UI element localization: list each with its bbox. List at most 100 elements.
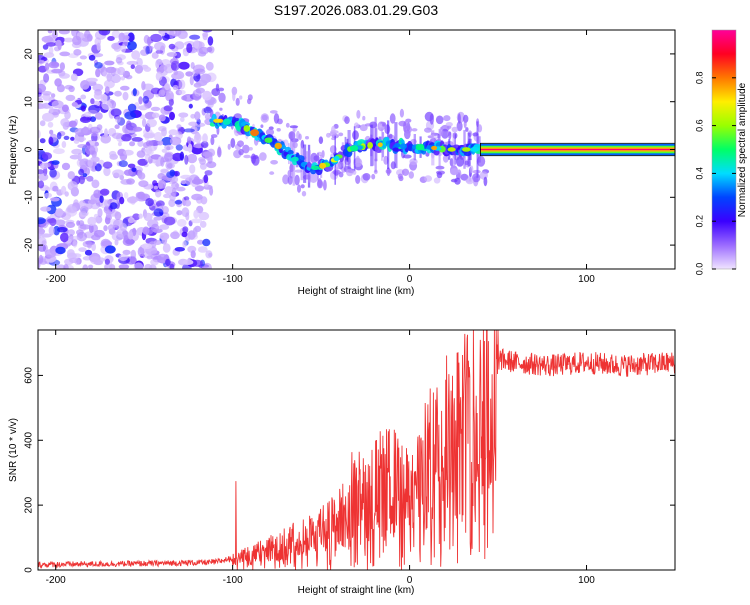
x-tick-label: 0 <box>407 575 413 586</box>
noise-blob <box>127 230 134 240</box>
track-speckle <box>282 174 290 185</box>
track-speckle <box>300 184 305 189</box>
noise-blob <box>169 136 182 146</box>
noise-blob <box>94 141 100 147</box>
noise-blob <box>38 129 41 139</box>
noise-blob <box>144 153 151 163</box>
track-speckle <box>227 143 231 150</box>
track-bright <box>213 118 222 123</box>
colorbar-tick-label: 0.4 <box>694 167 704 180</box>
noise-blob <box>142 118 147 127</box>
snr-series-line <box>38 330 675 570</box>
noise-blob <box>198 211 210 221</box>
noise-blob <box>91 179 100 189</box>
noise-blob <box>131 167 137 172</box>
noise-blob <box>38 97 43 102</box>
track-speckle <box>332 169 341 175</box>
noise-blob <box>120 134 132 142</box>
track-speckle <box>243 154 251 159</box>
track-speckle <box>260 124 264 128</box>
noise-blob <box>182 226 189 234</box>
x-tick-label: -200 <box>46 274 66 285</box>
noise-blob <box>171 181 179 190</box>
noise-blob <box>145 146 153 155</box>
noise-blob <box>193 94 201 101</box>
track-bright <box>462 147 471 152</box>
noise-blob <box>38 244 46 252</box>
x-tick-label: -100 <box>223 274 243 285</box>
noise-blob <box>111 231 124 241</box>
noise-blob <box>77 144 89 149</box>
noise-blob <box>38 217 46 225</box>
noise-blob <box>193 82 202 88</box>
noise-blob <box>200 141 209 149</box>
noise-blob <box>80 94 87 100</box>
noise-blob <box>163 193 171 199</box>
track-speckle <box>210 136 215 146</box>
noise-blob <box>172 187 177 197</box>
noise-blob <box>168 129 178 136</box>
noise-blob <box>39 162 49 169</box>
noise-blob <box>99 195 104 204</box>
track-bright <box>394 143 401 148</box>
noise-blob <box>48 136 54 145</box>
y-tick-label: 0 <box>24 567 35 573</box>
track-speckle <box>398 120 408 127</box>
track-speckle <box>352 130 359 140</box>
noise-blob <box>39 120 46 127</box>
track-speckle <box>210 100 215 104</box>
noise-blob <box>203 174 209 184</box>
track-speckle <box>448 131 452 140</box>
noise-blob <box>68 120 78 128</box>
noise-blob <box>202 30 213 33</box>
track-speckle <box>247 98 252 105</box>
noise-blob <box>80 105 86 112</box>
noise-blob <box>170 231 180 240</box>
noise-blob <box>176 186 186 192</box>
noise-blob <box>145 198 155 207</box>
track-speckle <box>465 127 469 132</box>
noise-blob <box>160 31 166 37</box>
noise-blob <box>64 111 71 120</box>
noise-blob <box>131 50 141 60</box>
noise-blob <box>49 217 57 227</box>
spectrogram-x-label: Height of straight line (km) <box>298 286 415 297</box>
noise-blob <box>48 226 55 236</box>
track-speckle <box>460 173 469 181</box>
noise-blob <box>79 116 92 123</box>
tone-outline <box>479 142 675 157</box>
noise-blob <box>156 58 163 65</box>
track-bright <box>264 137 273 143</box>
noise-blob <box>112 169 125 177</box>
noise-blob <box>59 51 71 57</box>
noise-blob <box>164 152 173 162</box>
noise-blob <box>87 109 98 115</box>
noise-blob <box>166 52 178 57</box>
noise-blob <box>188 121 198 127</box>
noise-blob <box>190 218 203 224</box>
y-tick-label: 20 <box>24 48 35 60</box>
track-speckle <box>346 168 354 177</box>
noise-blob <box>103 161 113 169</box>
track-speckle <box>433 177 441 184</box>
noise-blob <box>188 103 193 109</box>
y-tick-label: 600 <box>24 367 35 384</box>
noise-blob <box>76 62 83 66</box>
noise-blob <box>184 199 192 207</box>
noise-blob <box>193 209 199 219</box>
track-speckle <box>251 154 260 166</box>
track-speckle <box>436 171 443 179</box>
noise-blob <box>111 30 121 39</box>
noise-blob <box>187 153 198 164</box>
noise-blob <box>104 60 115 66</box>
y-tick-label: -10 <box>24 190 35 205</box>
noise-blob <box>178 112 189 118</box>
noise-blob <box>147 36 152 46</box>
track-speckle <box>477 124 483 133</box>
noise-blob <box>142 95 149 104</box>
noise-blob <box>200 73 212 84</box>
noise-blob <box>65 94 76 102</box>
noise-blob <box>114 124 120 129</box>
track-speckle <box>364 123 372 127</box>
noise-blob <box>61 141 67 148</box>
